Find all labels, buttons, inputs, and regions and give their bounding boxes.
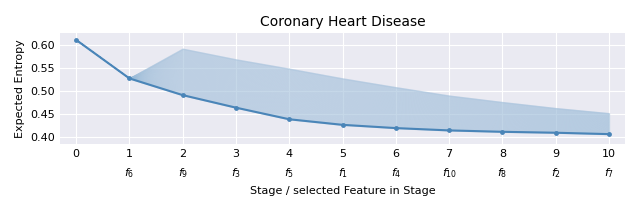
Text: $f_3$: $f_3$ — [231, 166, 241, 180]
Y-axis label: Expected Entropy: Expected Entropy — [15, 39, 25, 138]
Text: $f_{10}$: $f_{10}$ — [442, 166, 457, 180]
Text: $f_6$: $f_6$ — [124, 166, 134, 180]
Title: Coronary Heart Disease: Coronary Heart Disease — [260, 15, 426, 29]
Text: $f_5$: $f_5$ — [284, 166, 294, 180]
Text: $f_2$: $f_2$ — [550, 166, 561, 180]
Text: $f_1$: $f_1$ — [337, 166, 348, 180]
Text: $f_8$: $f_8$ — [497, 166, 508, 180]
Text: Stage / selected Feature in Stage: Stage / selected Feature in Stage — [250, 186, 435, 196]
Text: $f_4$: $f_4$ — [390, 166, 401, 180]
Text: $f_7$: $f_7$ — [604, 166, 614, 180]
Text: $f_9$: $f_9$ — [177, 166, 188, 180]
